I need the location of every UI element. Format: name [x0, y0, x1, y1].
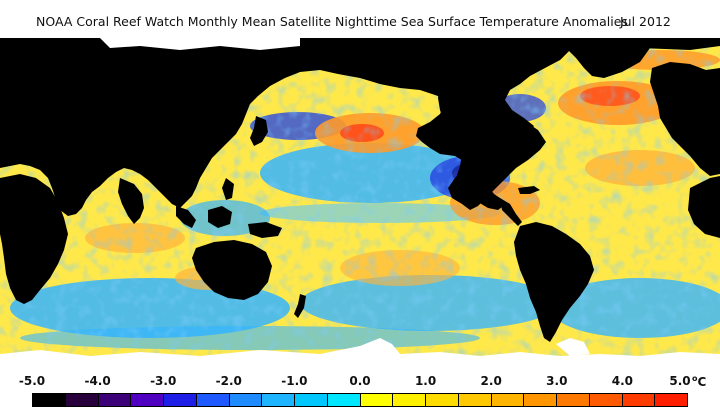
colorbar-swatch [655, 394, 688, 406]
title-text: NOAA Coral Reef Watch Monthly Mean Satel… [36, 14, 628, 29]
colorbar-swatch [295, 394, 328, 406]
colorbar-tick-label: 5.0 [669, 374, 691, 388]
colorbar-tick-label: 0.0 [349, 374, 371, 388]
landmass-europe [650, 62, 720, 176]
colorbar-swatch [393, 394, 426, 406]
colorbar-swatch [65, 394, 99, 406]
colorbar-swatch [557, 394, 590, 406]
landmass-japan [250, 116, 268, 146]
landmass-cuba [518, 186, 540, 194]
landmass-sumatra [176, 206, 196, 228]
arctic-ice [100, 38, 300, 50]
colorbar-swatch [327, 394, 361, 406]
colorbar-swatch [622, 394, 656, 406]
landmass-central-america [500, 198, 522, 226]
colorbar-tick-label: 3.0 [546, 374, 568, 388]
colorbar-swatch [131, 394, 164, 406]
colorbar-unit-label: oC [692, 374, 706, 389]
antarctic-ice [0, 338, 720, 372]
colorbar-tick-label: 2.0 [480, 374, 502, 388]
colorbar-tick-label: -1.0 [281, 374, 308, 388]
colorbar-swatch [98, 394, 132, 406]
colorbar-swatch [589, 394, 623, 406]
colorbar-swatch [458, 394, 492, 406]
map-title: NOAA Coral Reef Watch Monthly Mean Satel… [0, 14, 720, 32]
colorbar-tick-label: -4.0 [84, 374, 111, 388]
landmass-new-guinea [248, 222, 282, 238]
colorbar-swatch [164, 394, 197, 406]
landmass-africa [0, 174, 68, 304]
colorbar-tick-label: -2.0 [215, 374, 242, 388]
colorbar-tick-label: -3.0 [150, 374, 177, 388]
landmass-north-america [438, 38, 570, 210]
landmass-borneo [208, 206, 232, 228]
colorbar-tick-label: 1.0 [414, 374, 437, 388]
landmass-india [118, 178, 144, 224]
landmass-eurasia [0, 38, 720, 216]
colorbar-swatch [33, 394, 66, 406]
colorbar-tick-label: -5.0 [18, 374, 46, 388]
landmass-greenland [560, 38, 650, 78]
colorbar-swatch [491, 394, 525, 406]
colorbar-swatch [524, 394, 557, 406]
world-map [0, 38, 720, 372]
land-masses [0, 38, 720, 342]
colorbar-swatch [196, 394, 230, 406]
unit-text: C [697, 375, 707, 389]
colorbar-swatch [229, 394, 263, 406]
degree-symbol: o [692, 374, 698, 383]
landmass-new-zealand [294, 294, 306, 318]
colorbar [32, 393, 688, 407]
landmass-south-america [514, 222, 594, 342]
landmass-philippines [222, 178, 234, 200]
colorbar-swatch [262, 394, 295, 406]
colorbar-swatch [360, 394, 394, 406]
antarctic-peninsula-ice [556, 338, 590, 356]
colorbar-tick-label: 4.0 [611, 374, 634, 388]
colorbar-swatch [426, 394, 459, 406]
colorbar-labels: -5.0 -4.0 -3.0 -2.0 -1.0 0.0 1.0 2.0 3.0 4.0 5.0 oC [0, 374, 720, 392]
landmass-australia [192, 240, 272, 300]
title-date: Jul 2012 [620, 14, 671, 29]
landmass-africa-east [688, 176, 720, 238]
anomaly-map [0, 38, 720, 372]
